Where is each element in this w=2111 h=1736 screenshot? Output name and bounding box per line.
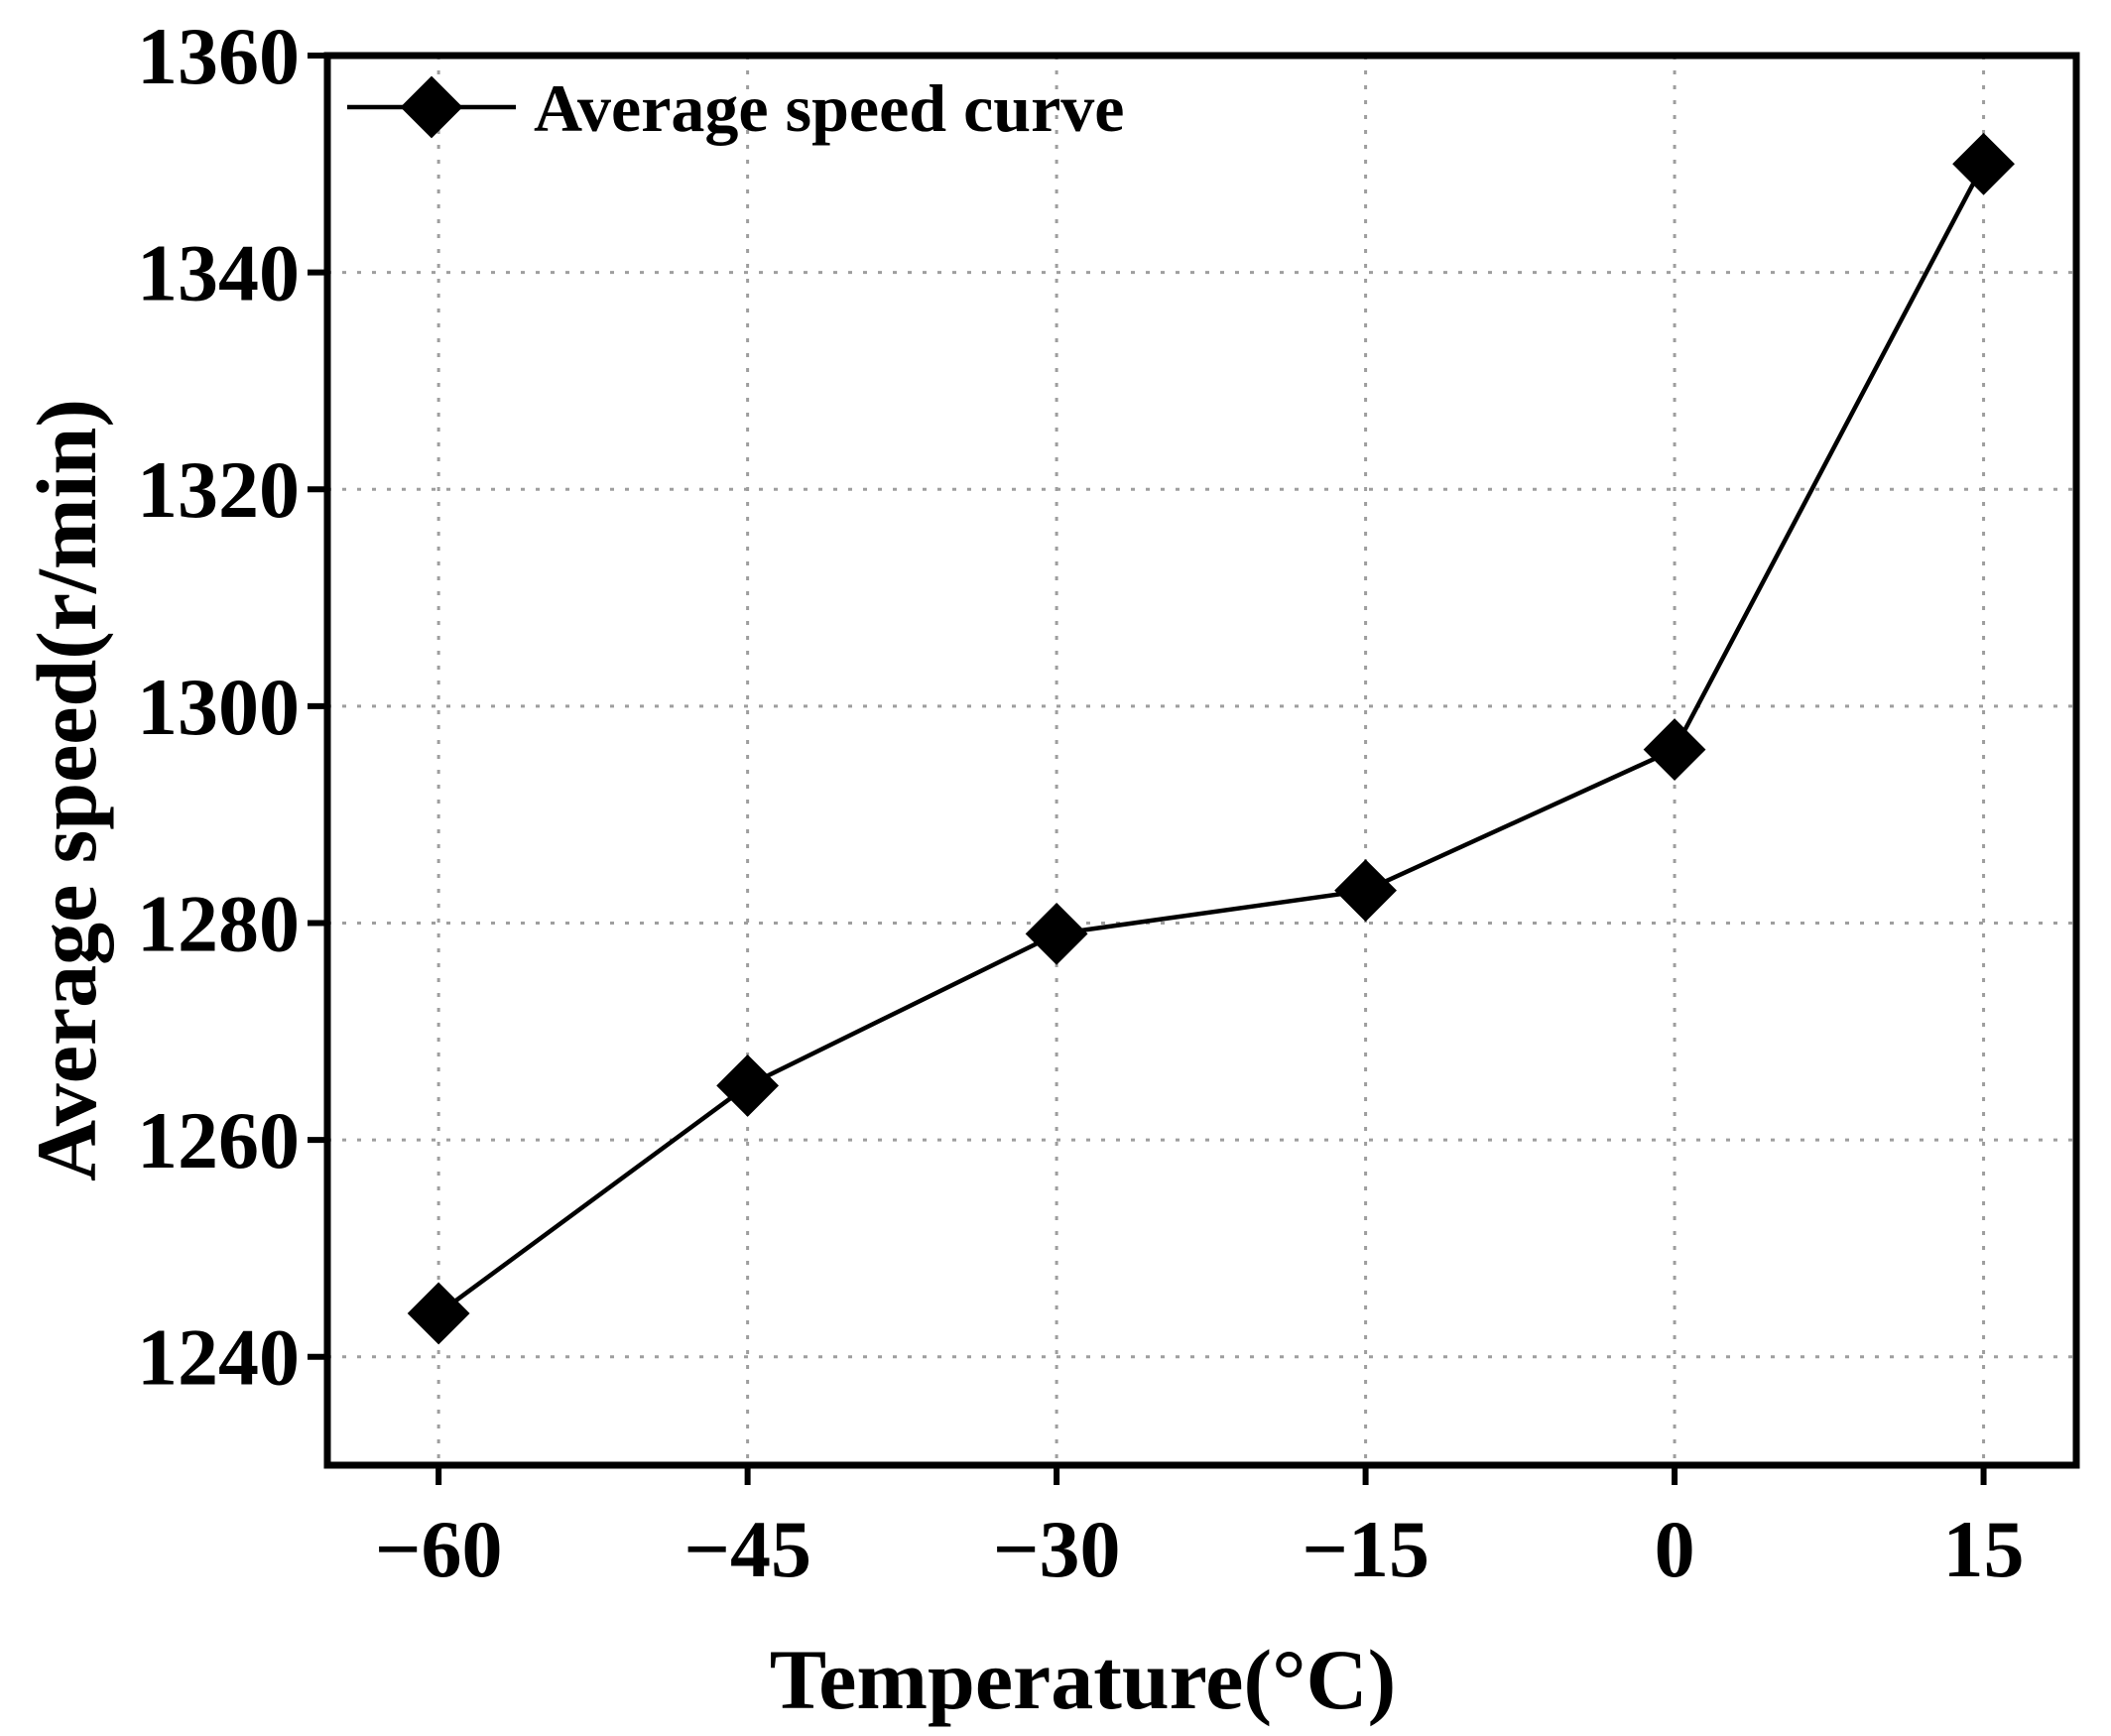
data-point-marker-4 [1643, 718, 1706, 781]
plot-frame [323, 52, 2080, 1469]
y-axis-title: Average speed(r/min) [19, 399, 114, 1181]
data-point-marker-2 [1025, 902, 1088, 965]
x-tick-label-2: −30 [993, 1504, 1121, 1594]
x-tick-label-5: 15 [1943, 1504, 2025, 1594]
legend: Average speed curve [347, 70, 1124, 146]
axis-ticks [308, 53, 1987, 1485]
series-line [436, 163, 1986, 1315]
series-layer [407, 132, 2015, 1345]
x-tick-label-4: 0 [1655, 1504, 1695, 1594]
y-tick-label-1320: 1320 [137, 444, 300, 535]
data-point-marker-0 [407, 1282, 470, 1345]
y-tick-label-1300: 1300 [137, 662, 300, 752]
y-tick-label-1360: 1360 [137, 11, 300, 101]
x-axis-title: Temperature(°C) [770, 1632, 1396, 1727]
data-point-marker-1 [716, 1054, 780, 1117]
y-tick-label-1260: 1260 [137, 1095, 300, 1185]
legend-label: Average speed curve [534, 70, 1124, 146]
data-point-marker-5 [1952, 132, 2015, 195]
x-axis-tick-labels: −60 −45 −30 −15 0 15 [375, 1504, 2025, 1594]
y-axis-tick-labels: 1240 1260 1280 1300 1320 1340 1360 [137, 11, 300, 1403]
y-tick-label-1240: 1240 [137, 1312, 300, 1403]
x-tick-label-1: −45 [683, 1504, 811, 1594]
x-tick-label-3: −15 [1302, 1504, 1429, 1594]
data-point-marker-3 [1334, 859, 1398, 923]
y-tick-label-1340: 1340 [137, 228, 300, 318]
legend-diamond-marker [400, 75, 463, 139]
y-tick-label-1280: 1280 [137, 878, 300, 968]
x-tick-label-0: −60 [375, 1504, 503, 1594]
grid-lines [327, 56, 2076, 1465]
